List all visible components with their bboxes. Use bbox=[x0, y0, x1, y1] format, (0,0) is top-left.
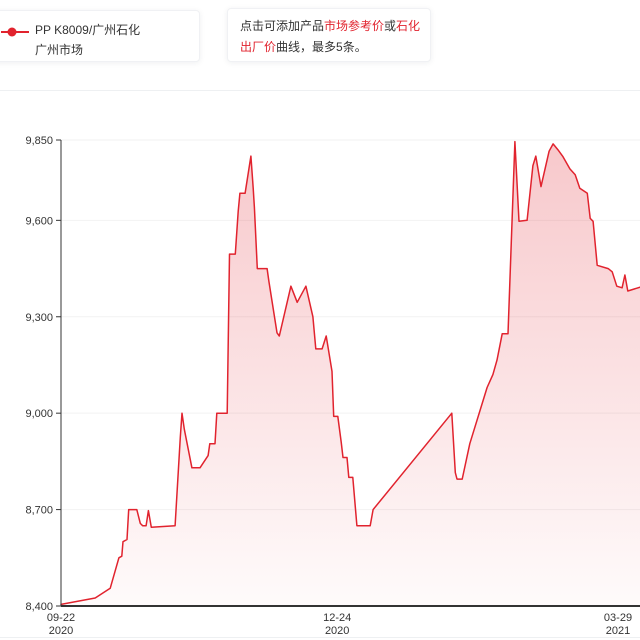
tip-text-market-ref-price: 市场参考价 bbox=[324, 19, 385, 33]
y-tick-label: 9,000 bbox=[25, 408, 53, 420]
legend-series-name: PP K8009/广州石化 bbox=[35, 23, 141, 37]
x-tick-label-year: 2021 bbox=[606, 625, 630, 637]
tip-text-plain: 点击可添加产品 bbox=[240, 19, 325, 33]
header-divider bbox=[0, 90, 640, 91]
y-tick-label: 9,850 bbox=[25, 135, 53, 147]
add-product-tip: 点击可添加产品市场参考价或石化出厂价曲线，最多5条。 bbox=[227, 8, 431, 62]
y-tick-label: 8,700 bbox=[25, 505, 53, 517]
add-product-tip-text: 点击可添加产品市场参考价或石化出厂价曲线，最多5条。 bbox=[240, 16, 421, 58]
x-tick-label-year: 2020 bbox=[325, 625, 349, 637]
series-marker-icon bbox=[1, 24, 29, 42]
series-area bbox=[61, 141, 640, 606]
y-tick-label: 8,400 bbox=[25, 601, 53, 613]
legend-dot-icon bbox=[7, 27, 17, 37]
x-tick-label-date: 09-22 bbox=[47, 612, 75, 624]
tip-text-or: 或 bbox=[384, 19, 397, 33]
series-line[interactable] bbox=[60, 140, 640, 606]
tip-text-exfactory-price: 出厂价 bbox=[240, 40, 277, 54]
tip-text-petrochem: 石化 bbox=[396, 19, 421, 33]
bottom-divider bbox=[0, 637, 640, 638]
y-tick-label: 9,600 bbox=[25, 215, 53, 227]
legend-series-market: 广州市场 bbox=[35, 43, 84, 57]
y-tick-label: 9,300 bbox=[25, 312, 53, 324]
x-tick-label-date: 12-24 bbox=[323, 612, 351, 624]
x-tick-label-year: 2020 bbox=[49, 625, 73, 637]
x-tick-label-date: 03-29 bbox=[604, 612, 632, 624]
legend-item[interactable]: PP K8009/广州石化 广州市场 bbox=[0, 10, 200, 62]
tip-text-tail: 曲线，最多5条。 bbox=[276, 40, 367, 54]
